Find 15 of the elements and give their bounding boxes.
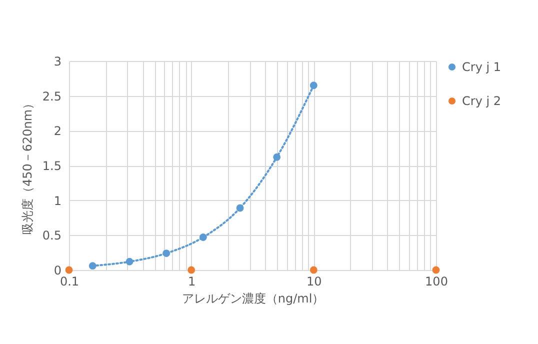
y-tick-label: 2.5 <box>42 89 62 104</box>
y-tick-label: 1.5 <box>42 159 62 173</box>
x-axis-title: アレルゲン濃度（ng/ml） <box>182 292 324 306</box>
y-tick-label: 0.5 <box>42 228 62 243</box>
x-tick-label: 100 <box>425 274 448 288</box>
y-tick-label: 1 <box>54 194 62 208</box>
legend-label: Cry j 1 <box>462 60 502 74</box>
y-tick-label: 2 <box>54 124 62 138</box>
x-tick-label: 1 <box>188 274 196 288</box>
x-tick-label: 0.1 <box>60 274 80 288</box>
legend-label: Cry j 2 <box>462 94 502 108</box>
x-tick-label: 10 <box>306 274 322 288</box>
y-tick-label: 3 <box>54 54 62 68</box>
y-axis-title: 吸光度（450－620nm） <box>20 97 34 235</box>
y-tick-label: 0 <box>54 264 62 278</box>
